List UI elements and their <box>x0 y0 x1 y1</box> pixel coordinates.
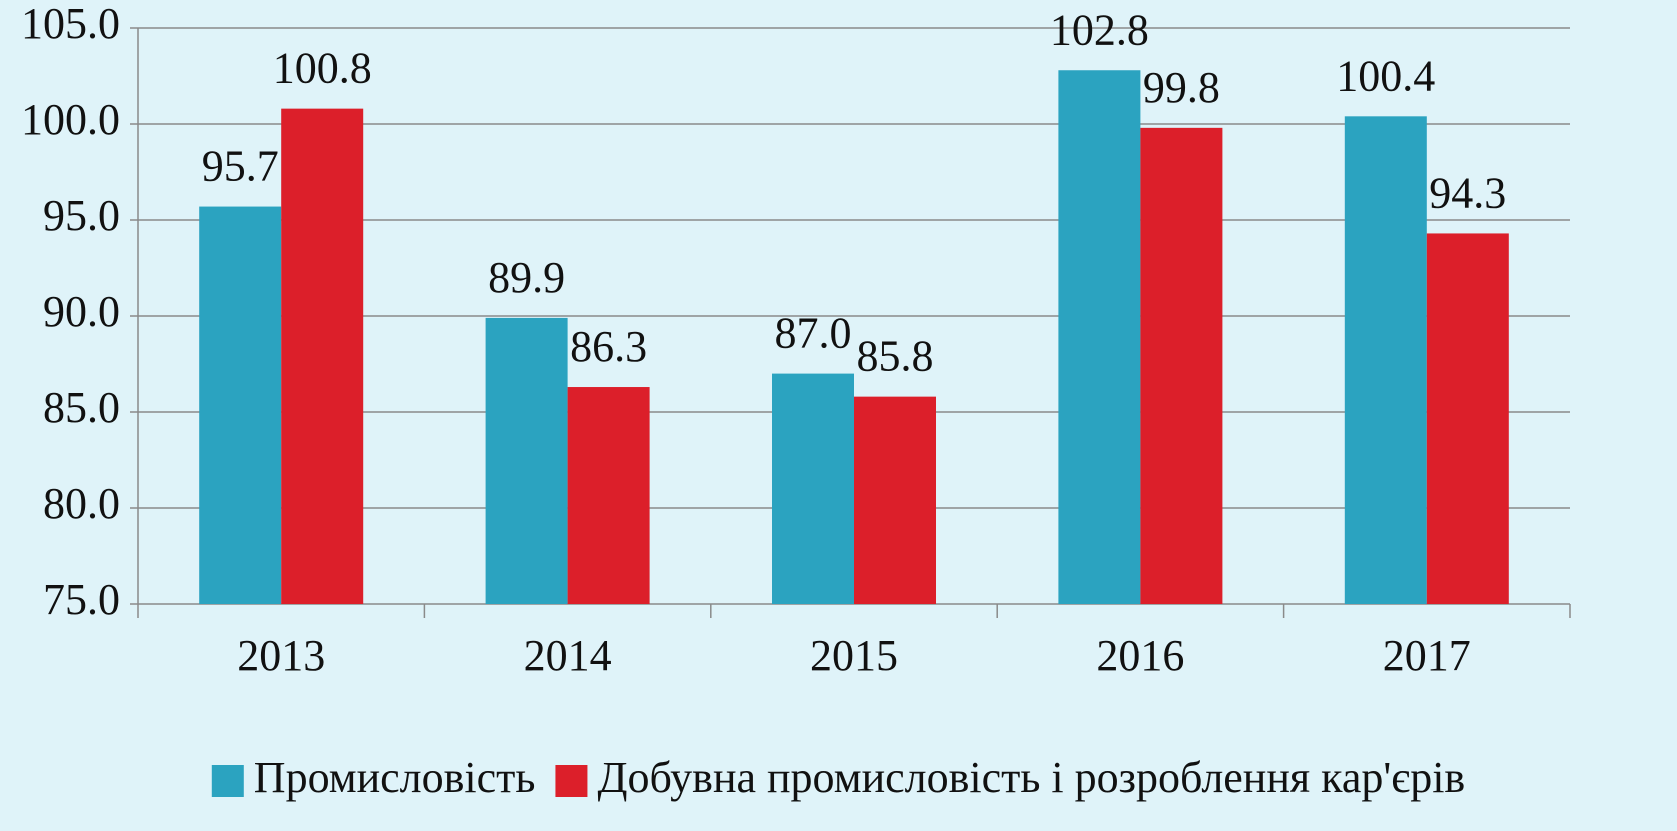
bar <box>1344 116 1427 604</box>
y-tick-label: 100.0 <box>21 95 120 144</box>
value-label: 100.4 <box>1336 51 1435 100</box>
bar <box>1140 127 1223 604</box>
x-tick-label: 2015 <box>810 631 898 680</box>
value-label: 99.8 <box>1143 63 1220 112</box>
bar <box>485 317 568 604</box>
x-tick-label: 2014 <box>524 631 612 680</box>
legend-label: Промисловість <box>254 753 536 802</box>
value-label: 86.3 <box>570 322 647 371</box>
value-label: 87.0 <box>775 309 852 358</box>
legend-label: Добувна промисловість і розроблення кар'… <box>597 753 1465 802</box>
bar <box>199 206 282 604</box>
y-tick-label: 75.0 <box>43 575 120 624</box>
bar <box>1426 233 1509 604</box>
y-tick-label: 95.0 <box>43 191 120 240</box>
y-tick-label: 85.0 <box>43 383 120 432</box>
bar <box>854 396 936 604</box>
y-tick-label: 105.0 <box>21 0 120 48</box>
bar <box>1058 70 1141 605</box>
value-label: 95.7 <box>202 142 279 191</box>
x-tick-label: 2016 <box>1096 631 1184 680</box>
bar <box>772 373 854 604</box>
bar <box>567 387 650 604</box>
bar <box>281 108 364 604</box>
value-label: 85.8 <box>857 332 934 381</box>
value-label: 89.9 <box>488 253 565 302</box>
value-label: 100.8 <box>273 44 372 93</box>
value-label: 94.3 <box>1429 169 1506 218</box>
y-tick-label: 90.0 <box>43 287 120 336</box>
legend-swatch <box>555 765 588 797</box>
x-tick-label: 2017 <box>1383 631 1471 680</box>
x-tick-label: 2013 <box>237 631 325 680</box>
value-label: 102.8 <box>1050 5 1149 54</box>
y-tick-label: 80.0 <box>43 479 120 528</box>
legend-swatch <box>211 765 244 797</box>
